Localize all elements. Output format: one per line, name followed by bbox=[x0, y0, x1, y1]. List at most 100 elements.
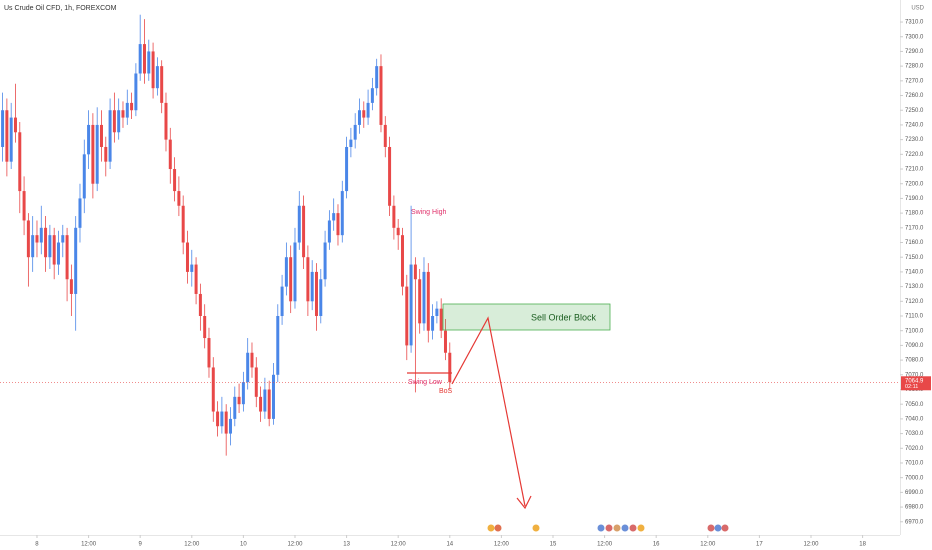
event-icon bbox=[629, 524, 637, 532]
projection-arrowhead bbox=[516, 495, 532, 510]
candle-body bbox=[95, 124, 99, 184]
event-icon bbox=[714, 524, 722, 532]
candle-body bbox=[353, 124, 357, 140]
candle-body bbox=[336, 213, 340, 236]
candle-body bbox=[177, 191, 181, 206]
candle-body bbox=[323, 242, 327, 280]
candle-body bbox=[259, 396, 263, 412]
y-tick-label: 7250.0 bbox=[905, 108, 924, 114]
candle-body bbox=[280, 286, 284, 317]
x-tick-label: 12:00 bbox=[700, 542, 716, 548]
candle-body bbox=[237, 396, 241, 405]
candle-body bbox=[69, 279, 73, 294]
candle-body bbox=[99, 124, 103, 147]
candle-body bbox=[435, 308, 439, 317]
y-tick-label: 7220.0 bbox=[905, 152, 924, 158]
candle-body bbox=[366, 102, 370, 118]
candle-body bbox=[332, 213, 336, 221]
y-tick-label: 6970.0 bbox=[905, 519, 924, 525]
y-tick-label: 6980.0 bbox=[905, 505, 924, 511]
event-icon bbox=[721, 524, 729, 532]
candle-body bbox=[160, 66, 164, 103]
candle-body bbox=[314, 271, 318, 317]
y-tick-label: 7020.0 bbox=[905, 446, 924, 452]
y-tick-label: 7080.0 bbox=[905, 358, 924, 364]
x-tick-label: 12:00 bbox=[81, 542, 97, 548]
y-tick-label: 7050.0 bbox=[905, 402, 924, 408]
candle-body bbox=[224, 411, 228, 434]
event-icon bbox=[605, 524, 613, 532]
candle-body bbox=[302, 205, 306, 258]
order-block-zone bbox=[442, 303, 611, 331]
last-price-badge bbox=[901, 376, 931, 391]
y-tick-label: 7180.0 bbox=[905, 211, 924, 217]
x-tick-label: 12:00 bbox=[184, 542, 200, 548]
currency-label: USD bbox=[911, 6, 924, 12]
y-tick-label: 7290.0 bbox=[905, 49, 924, 55]
candle-body bbox=[138, 44, 142, 74]
y-tick-label: 7160.0 bbox=[905, 240, 924, 246]
candle-body bbox=[241, 382, 245, 405]
candle-body bbox=[439, 308, 443, 331]
x-tick-label: 10 bbox=[240, 542, 247, 548]
candle-body bbox=[276, 316, 280, 375]
candle-body bbox=[147, 51, 151, 74]
projection-path bbox=[451, 316, 526, 507]
candle-body bbox=[228, 418, 232, 434]
y-tick-label: 7270.0 bbox=[905, 78, 924, 84]
y-tick-label: 7070.0 bbox=[905, 372, 924, 378]
candle-body bbox=[388, 146, 392, 206]
candle-body bbox=[31, 235, 35, 258]
candle-body bbox=[357, 110, 361, 125]
candle-body bbox=[26, 220, 30, 258]
order-block-label: Sell Order Block bbox=[531, 312, 597, 322]
x-tick-label: 15 bbox=[550, 542, 557, 548]
y-tick-label: 7190.0 bbox=[905, 196, 924, 202]
candle-body bbox=[405, 286, 409, 346]
y-tick-label: 7140.0 bbox=[905, 269, 924, 275]
event-icon bbox=[487, 524, 495, 532]
candle-body bbox=[22, 191, 26, 221]
event-icon bbox=[621, 524, 629, 532]
candle-body bbox=[35, 235, 39, 243]
candle-body bbox=[78, 198, 82, 228]
y-tick-label: 7150.0 bbox=[905, 255, 924, 261]
x-tick-label: 17 bbox=[756, 542, 763, 548]
candle-body bbox=[271, 374, 275, 419]
candle-body bbox=[155, 66, 159, 89]
x-tick-label: 12:00 bbox=[287, 542, 303, 548]
candle-body bbox=[233, 396, 237, 419]
candle-body bbox=[13, 117, 17, 133]
candle-body bbox=[319, 279, 323, 317]
candle-body bbox=[48, 235, 52, 258]
candle-body bbox=[396, 227, 400, 236]
candle-body bbox=[65, 235, 69, 280]
candle-body bbox=[134, 73, 138, 111]
x-tick-label: 14 bbox=[446, 542, 453, 548]
candle-body bbox=[426, 271, 430, 331]
x-tick-label: 12:00 bbox=[597, 542, 613, 548]
candle-body bbox=[91, 124, 95, 184]
candle-body bbox=[413, 264, 417, 280]
candle-body bbox=[379, 66, 383, 125]
y-tick-label: 7040.0 bbox=[905, 416, 924, 422]
candle-body bbox=[142, 44, 146, 74]
x-tick-label: 16 bbox=[653, 542, 660, 548]
candle-body bbox=[216, 411, 220, 427]
y-tick-label: 6990.0 bbox=[905, 490, 924, 496]
event-icon bbox=[494, 524, 502, 532]
candle-body bbox=[297, 205, 301, 243]
candle-body bbox=[164, 102, 168, 140]
candle-body bbox=[39, 227, 43, 243]
x-tick-label: 9 bbox=[139, 542, 143, 548]
candle-body bbox=[203, 316, 207, 339]
candle-body bbox=[185, 242, 189, 272]
x-tick-label: 12:00 bbox=[803, 542, 819, 548]
y-tick-label: 7000.0 bbox=[905, 475, 924, 481]
candle-body bbox=[370, 88, 374, 103]
y-tick-label: 7100.0 bbox=[905, 328, 924, 334]
event-icons bbox=[487, 524, 729, 532]
y-tick-label: 7300.0 bbox=[905, 34, 924, 40]
candle-body bbox=[108, 110, 112, 162]
